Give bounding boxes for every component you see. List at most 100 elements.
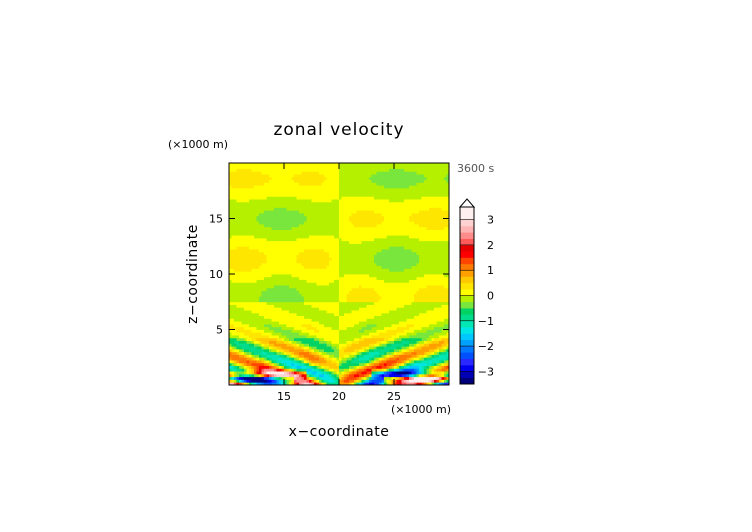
heatmap-cell (301, 287, 305, 292)
heatmap-cell (264, 362, 267, 366)
heatmap-cell (306, 293, 310, 297)
heatmap-cell (331, 287, 335, 292)
heatmap-cell (434, 249, 437, 253)
heatmap-cell (361, 235, 365, 239)
heatmap-cell (436, 335, 440, 339)
heatmap-cell (421, 282, 425, 286)
heatmap-cell (396, 285, 400, 289)
heatmap-cell (236, 237, 240, 242)
heatmap-cell (389, 312, 392, 317)
heatmap-cell (359, 254, 362, 258)
heatmap-cell (264, 274, 267, 278)
heatmap-cell (341, 329, 345, 333)
heatmap-cell (271, 376, 275, 380)
heatmap-cell (421, 371, 425, 375)
heatmap-cell (316, 251, 320, 255)
heatmap-cell (369, 265, 372, 269)
heatmap-cell (299, 274, 302, 278)
heatmap-cell (376, 298, 380, 303)
heatmap-cell (436, 274, 440, 278)
heatmap-cell (419, 282, 422, 286)
heatmap-cell (436, 354, 440, 358)
heatmap-cell (331, 237, 335, 242)
heatmap-cell (386, 260, 390, 264)
heatmap-cell (341, 268, 345, 272)
heatmap-cell (346, 351, 350, 355)
heatmap-cell (246, 290, 250, 294)
heatmap-cell (369, 298, 372, 303)
heatmap-cell (276, 354, 280, 358)
heatmap-cell (436, 332, 440, 336)
heatmap-cell (346, 271, 350, 275)
heatmap-cell (396, 326, 400, 330)
heatmap-cell (301, 365, 305, 369)
heatmap-cell (264, 282, 267, 286)
heatmap-cell (244, 251, 247, 255)
heatmap-cell (446, 268, 450, 272)
heatmap-cell (429, 312, 432, 317)
heatmap-cell (281, 265, 285, 269)
heatmap-cell (331, 251, 335, 255)
heatmap-cell (266, 226, 270, 230)
heatmap-cell (329, 265, 332, 269)
heatmap-cell (374, 315, 377, 319)
heatmap-cell (356, 368, 360, 372)
heatmap-cell (344, 296, 347, 300)
heatmap-cell (419, 326, 422, 330)
heatmap-cell (371, 237, 375, 242)
heatmap-cell (371, 240, 375, 244)
heatmap-cell (401, 376, 405, 380)
heatmap-cell (419, 246, 422, 250)
heatmap-cell (384, 246, 387, 250)
heatmap-cell (281, 357, 285, 361)
heatmap-cell (416, 274, 420, 278)
heatmap-cell (271, 312, 275, 317)
heatmap-cell (304, 357, 307, 361)
heatmap-cell (349, 362, 352, 366)
heatmap-cell (306, 357, 310, 361)
heatmap-cell (381, 298, 385, 303)
heatmap-cell (429, 379, 432, 383)
heatmap-cell (434, 260, 437, 264)
heatmap-cell (324, 318, 327, 322)
heatmap-cell (254, 323, 257, 328)
heatmap-cell (264, 371, 267, 375)
heatmap-cell (404, 232, 407, 236)
heatmap-cell (299, 260, 302, 264)
heatmap-cell (286, 348, 290, 353)
heatmap-cell (284, 257, 287, 261)
heatmap-cell (366, 310, 370, 314)
heatmap-cell (309, 332, 312, 336)
heatmap-cell (326, 371, 330, 375)
heatmap-cell (381, 323, 385, 328)
heatmap-cell (259, 265, 262, 269)
heatmap-cell (414, 371, 417, 375)
heatmap-cell (249, 296, 252, 300)
heatmap-cell (386, 282, 390, 286)
heatmap-cell (254, 362, 257, 366)
heatmap-cell (389, 298, 392, 303)
heatmap-cell (444, 260, 447, 264)
heatmap-cell (444, 301, 447, 305)
heatmap-cell (251, 246, 255, 250)
heatmap-cell (249, 260, 252, 264)
heatmap-cell (364, 365, 367, 369)
heatmap-cell (326, 246, 330, 250)
heatmap-cell (261, 279, 265, 283)
heatmap-cell (441, 237, 445, 242)
heatmap-cell (384, 335, 387, 339)
heatmap-cell (376, 235, 380, 239)
heatmap-cell (354, 335, 357, 339)
heatmap-cell (241, 382, 245, 386)
heatmap-cell (294, 249, 297, 253)
heatmap-cell (276, 318, 280, 322)
heatmap-cell (309, 235, 312, 239)
heatmap-cell (386, 312, 390, 317)
heatmap-cell (259, 332, 262, 336)
heatmap-cell (229, 332, 232, 336)
heatmap-cell (349, 340, 352, 344)
heatmap-cell (349, 354, 352, 358)
heatmap-cell (331, 279, 335, 283)
heatmap-cell (319, 290, 322, 294)
heatmap-cell (301, 332, 305, 336)
